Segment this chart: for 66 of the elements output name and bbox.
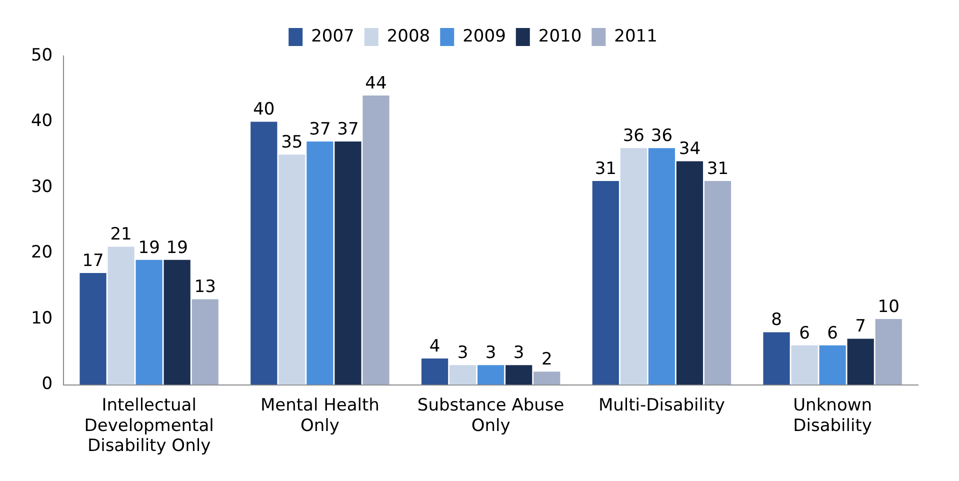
bar [164,260,190,385]
legend-label: 2010 [538,26,582,46]
legend-label: 2008 [386,26,430,46]
bar [847,338,874,385]
bar [80,273,106,385]
data-label: 8 [771,310,782,330]
bar [136,260,162,385]
bar [875,319,902,385]
bar [421,358,448,385]
data-label: 3 [457,342,468,363]
y-tick-label: 10 [30,308,53,328]
data-label: 13 [194,277,216,298]
data-label: 37 [337,119,359,140]
data-label: 37 [309,119,331,140]
legend-label: 2011 [614,26,658,46]
bar [250,122,278,385]
bar [819,345,846,385]
data-label: 3 [513,342,524,363]
bar [791,345,818,385]
bar [278,154,306,385]
data-label: 34 [678,139,701,160]
x-tick-label: Substance Abuse Only [417,395,564,436]
data-label: 4 [429,336,440,356]
x-tick-label: Multi-Disability [598,395,725,416]
data-label: 31 [594,158,616,179]
bar [620,148,647,385]
x-tick-label: Mental Health Only [260,395,380,436]
data-label: 6 [827,323,838,344]
y-tick-label: 50 [30,45,53,66]
data-label: 10 [878,296,900,317]
legend-label: 2009 [462,26,506,46]
bar [449,365,476,385]
data-label: 2 [541,350,552,370]
data-label: 17 [82,250,104,271]
data-label: 6 [799,323,810,344]
data-label: 7 [855,316,866,337]
bar [192,299,218,385]
bar [478,365,504,385]
data-label: 40 [253,100,275,120]
bar [676,161,704,385]
x-tick-label: Intellectual Developmental Disability Only [84,395,214,456]
y-tick-label: 40 [30,111,53,132]
data-label: 44 [365,73,387,94]
data-label: 31 [706,158,729,179]
legend-label: 2007 [311,26,354,46]
y-tick-label: 30 [30,176,53,197]
data-label: 36 [622,126,644,146]
bar [704,180,732,385]
data-label: 3 [485,342,496,363]
bar [334,141,362,385]
data-label: 19 [166,238,188,258]
y-tick-label: 20 [30,242,53,263]
bar [534,372,560,385]
bar [763,332,790,385]
bar [506,365,532,385]
y-tick-label: 0 [42,374,53,394]
data-label: 19 [138,238,160,258]
bar [592,180,619,385]
bar [362,95,390,385]
bar [108,246,134,385]
data-label: 36 [650,126,673,146]
x-tick-label: Unknown Disability [793,395,872,436]
bar [306,141,334,385]
bar [648,148,675,385]
data-label: 35 [281,132,303,153]
data-label: 21 [110,224,132,245]
